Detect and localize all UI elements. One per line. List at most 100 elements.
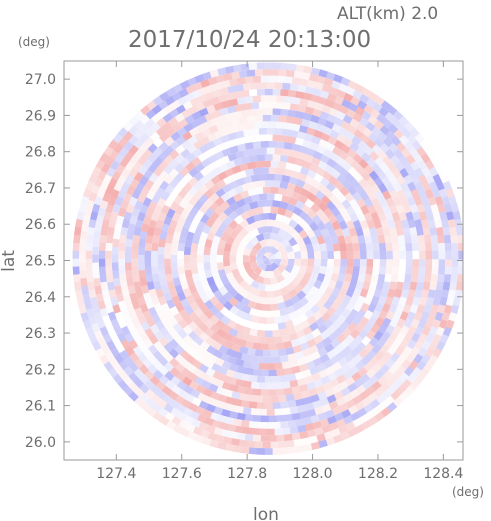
radar-cell — [268, 258, 274, 265]
radar-cell — [190, 265, 199, 275]
radar-cell — [202, 224, 212, 235]
radar-cell — [191, 290, 201, 301]
radar-cell — [438, 258, 446, 268]
radar-cell — [374, 302, 384, 314]
radar-cell — [90, 322, 101, 333]
radar-cell — [187, 135, 199, 146]
x-tick-label: 127.8 — [227, 466, 267, 482]
radar-cell — [131, 242, 139, 252]
radar-cell — [186, 231, 195, 241]
radar-cell — [370, 295, 380, 306]
radar-cell — [281, 314, 291, 323]
radar-cell — [346, 108, 357, 119]
radar-cell — [366, 258, 374, 268]
radar-cell — [450, 203, 460, 214]
radar-cell — [256, 134, 266, 142]
radar-cell — [205, 367, 216, 377]
radar-cell — [188, 167, 199, 178]
radar-cell — [291, 230, 301, 241]
radar-cell — [405, 266, 413, 276]
radar-cell — [219, 352, 230, 362]
radar-cell — [242, 360, 252, 369]
radar-cell — [347, 185, 358, 196]
radar-cell — [353, 258, 361, 267]
radar-cell — [211, 144, 222, 155]
radar-cell — [398, 266, 406, 276]
radar-cell — [441, 312, 451, 323]
radar-cell — [317, 391, 328, 401]
radar-cell — [224, 340, 235, 350]
radar-cell — [324, 286, 334, 297]
radar-cell — [456, 274, 463, 284]
radar-cell — [336, 192, 347, 204]
radar-cell — [434, 196, 444, 207]
radar-cell — [235, 150, 245, 159]
radar-cell — [305, 86, 315, 95]
radar-cell — [132, 273, 140, 283]
radar-cell — [304, 402, 315, 412]
radar-cell — [243, 195, 253, 205]
radar-cell — [184, 202, 194, 213]
radar-cell — [142, 291, 152, 302]
radar-cell — [187, 76, 198, 87]
radar-cell — [223, 242, 232, 252]
radar-cell — [188, 380, 199, 391]
radar-cell — [254, 441, 263, 449]
radar-cell — [304, 291, 315, 302]
radar-cell — [363, 309, 374, 321]
radar-cell — [236, 412, 246, 421]
radar-cell — [241, 182, 251, 192]
radar-cell — [248, 134, 258, 143]
x-tick-label: 128.4 — [423, 466, 463, 482]
radar-cell — [82, 187, 92, 198]
radar-cell — [432, 258, 439, 268]
radar-cell — [445, 297, 455, 307]
radar-cell — [110, 210, 119, 221]
radar-cell — [331, 384, 342, 395]
radar-cell — [283, 122, 294, 130]
radar-cell — [317, 160, 329, 171]
radar-cell — [275, 414, 285, 422]
radar-cell — [246, 115, 256, 123]
radar-cell — [344, 172, 356, 184]
radar-cell — [203, 246, 211, 256]
radar-cell — [268, 212, 277, 221]
radar-cell — [308, 73, 319, 83]
radar-cell — [171, 269, 180, 279]
radar-cell — [286, 203, 296, 213]
radar-cell — [392, 242, 400, 252]
radar-cell — [273, 428, 283, 436]
radar-cell — [348, 227, 358, 237]
radar-cell — [79, 245, 86, 255]
radar-cell — [291, 277, 301, 288]
radar-cell — [240, 419, 250, 428]
radar-cell — [360, 302, 370, 313]
radar-cell — [120, 226, 129, 236]
radar-cell — [285, 347, 295, 356]
radar-cell — [88, 288, 97, 299]
radar-cell — [136, 313, 147, 325]
radar-cell — [81, 222, 89, 232]
radar-cell — [193, 335, 204, 346]
radar-cell — [325, 142, 336, 152]
radar-cell — [209, 258, 217, 267]
radar-cell — [340, 258, 348, 267]
radar-cell — [399, 250, 407, 260]
radar-cell — [114, 195, 124, 206]
radar-cell — [425, 258, 433, 268]
radar-cell — [242, 380, 252, 389]
radar-cell — [198, 303, 209, 314]
radar-cell — [335, 397, 346, 407]
radar-cell — [133, 335, 144, 346]
radar-cell — [344, 376, 356, 387]
radar-cell — [219, 373, 230, 383]
radar-cell — [275, 295, 285, 304]
radar-cell — [248, 154, 258, 163]
radar-cell — [317, 117, 328, 127]
radar-cell — [227, 132, 238, 141]
radar-cell — [128, 196, 138, 207]
radar-cell — [108, 177, 118, 188]
radar-cell — [202, 98, 213, 108]
radar-cell — [264, 330, 273, 338]
radar-cell — [291, 96, 302, 105]
